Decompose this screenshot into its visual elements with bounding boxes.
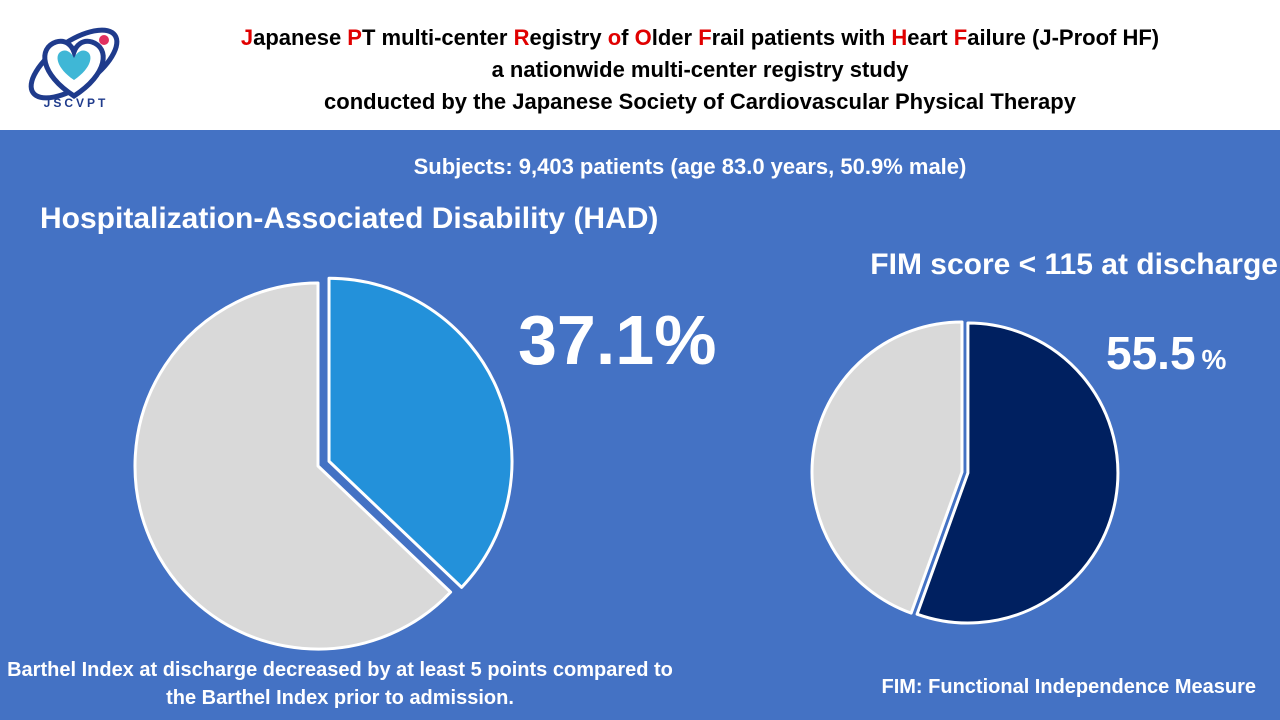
pie-slice-highlight [327, 276, 514, 589]
pie-slice-rest [810, 320, 964, 615]
title-segment: apanese [253, 25, 348, 50]
fim-pie-chart [810, 320, 1120, 625]
title-segment: lder [651, 25, 699, 50]
pie-slice-rest [133, 281, 453, 651]
fim-chart-title: FIM score < 115 at discharge [870, 248, 1278, 281]
had-percentage-label: 37.1% [518, 301, 717, 379]
title-segment: O [634, 25, 652, 50]
header-band: JSCVPT Japanese PT multi-center Registry… [0, 0, 1280, 130]
subjects-summary: Subjects: 9,403 patients (age 83.0 years… [413, 154, 967, 179]
title-segment: P [347, 25, 362, 50]
title-line-1: Japanese PT multi-center Registry of Old… [140, 22, 1260, 54]
title-segment: o [607, 25, 622, 50]
title-line-3: conducted by the Japanese Society of Car… [324, 89, 1076, 114]
fim-percentage-value: 55.5 [1106, 327, 1196, 379]
title-segment: F [953, 25, 968, 50]
fim-percentage-unit: % [1201, 344, 1227, 375]
title-segment: F [698, 25, 712, 50]
title-segment: eart [907, 25, 954, 50]
title-segment: T multi-center [361, 25, 514, 50]
title-segment: egistry [529, 25, 608, 50]
had-chart-title: Hospitalization-Associated Disability (H… [40, 202, 659, 235]
pie-slice-highlight [915, 321, 1120, 625]
had-definition-note: Barthel Index at discharge decreased by … [7, 659, 673, 709]
fim-abbreviation-note: FIM: Functional Independence Measure [881, 676, 1257, 698]
title-segment: R [513, 25, 530, 50]
title-segment: ailure (J-Proof HF) [967, 25, 1160, 50]
title-segment: J [240, 25, 254, 50]
jscvpt-logo-icon [28, 27, 120, 101]
fim-percentage-label: 55.5% [1106, 326, 1226, 380]
had-pie-chart [133, 276, 514, 651]
title-segment: rail patients with [711, 25, 892, 50]
page-title: Japanese PT multi-center Registry of Old… [140, 22, 1260, 118]
title-line-2: a nationwide multi-center registry study [491, 57, 909, 82]
logo-text: JSCVPT [43, 96, 109, 110]
title-segment: f [621, 25, 635, 50]
title-segment: H [891, 25, 908, 50]
